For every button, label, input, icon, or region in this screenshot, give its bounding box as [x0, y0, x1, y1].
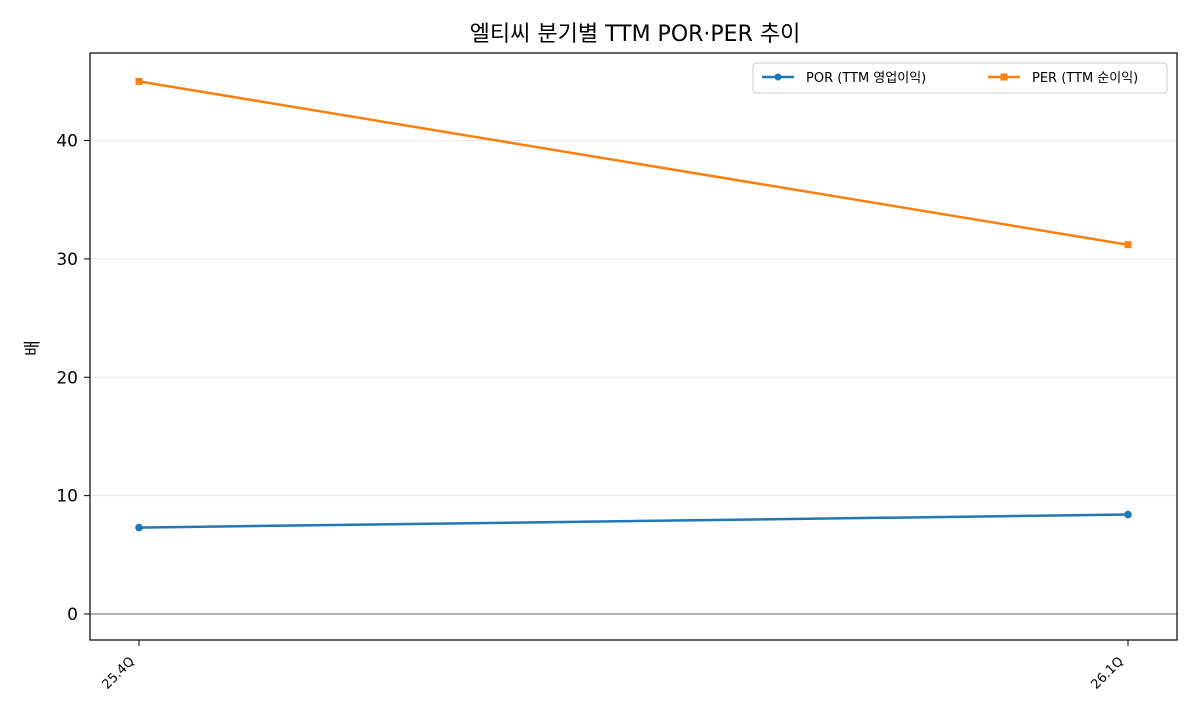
x-tick-label: 26.1Q	[1089, 654, 1127, 692]
y-tick-label: 40	[56, 132, 78, 152]
legend: POR (TTM 영업이익) PER (TTM 순이익)	[752, 62, 1168, 94]
legend-item-per: PER (TTM 순이익)	[988, 71, 1138, 86]
x-tick-label: 25.4Q	[100, 654, 138, 692]
legend-label-por: POR (TTM 영업이익)	[806, 71, 926, 86]
x-axis-ticks: 25.4Q 26.1Q	[100, 640, 1129, 693]
series-line-por	[138, 513, 1129, 529]
legend-box	[752, 62, 1168, 94]
legend-label-per: PER (TTM 순이익)	[1032, 71, 1138, 86]
y-axis-ticks: 0 10 20 30 40	[56, 132, 90, 625]
data-point-por	[135, 523, 143, 532]
series-layer	[135, 77, 1132, 532]
legend-marker-per	[1000, 73, 1008, 81]
y-axis-label: 배	[23, 340, 43, 356]
legend-item-por: POR (TTM 영업이익)	[762, 71, 926, 86]
chart-title: 엘티씨 분기별 TTM POR·PER 추이	[469, 22, 801, 47]
y-tick-label: 20	[56, 368, 78, 388]
data-point-por	[1124, 510, 1132, 519]
series-line-per	[138, 80, 1129, 246]
grid-lines	[90, 140, 1177, 497]
data-point-per	[135, 77, 143, 85]
y-tick-label: 30	[56, 250, 78, 270]
y-tick-label: 0	[67, 605, 78, 625]
plot-area-frame	[89, 52, 1178, 641]
data-point-per	[1124, 241, 1132, 249]
y-tick-label: 10	[56, 487, 78, 507]
legend-marker-por	[774, 73, 782, 81]
